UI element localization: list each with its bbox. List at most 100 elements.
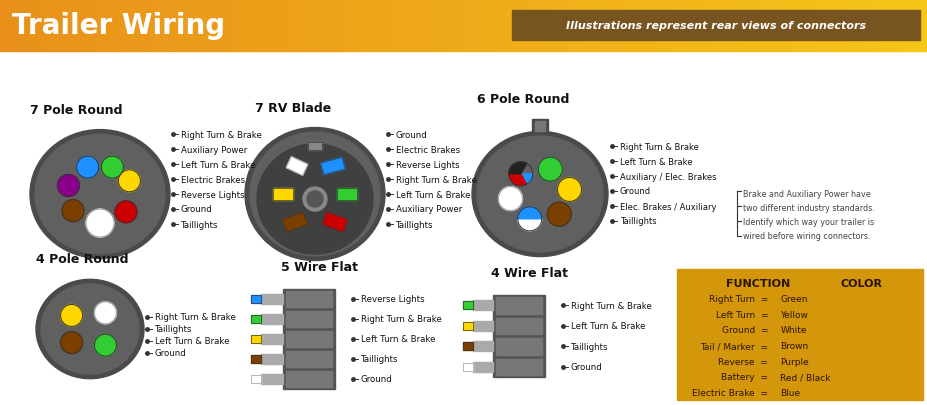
Text: Taillights: Taillights <box>619 217 656 226</box>
Bar <box>286 291 332 307</box>
Text: 4 Pole Round: 4 Pole Round <box>36 253 128 266</box>
Bar <box>544 0 547 52</box>
Bar <box>463 342 473 350</box>
Bar <box>463 322 473 330</box>
Bar <box>921 0 924 52</box>
Bar <box>250 335 260 343</box>
Bar <box>556 0 559 52</box>
Text: Taillights: Taillights <box>155 325 192 334</box>
Circle shape <box>95 302 116 324</box>
Bar <box>213 0 216 52</box>
Circle shape <box>119 171 140 192</box>
Text: Left Turn & Brake: Left Turn & Brake <box>619 157 692 166</box>
Bar <box>173 0 176 52</box>
Text: 4 Wire Flat: 4 Wire Flat <box>490 266 567 279</box>
Bar <box>377 0 380 52</box>
Bar <box>658 0 661 52</box>
Bar <box>806 0 809 52</box>
Bar <box>535 122 544 132</box>
Bar <box>269 0 272 52</box>
Text: Taillights: Taillights <box>396 220 433 229</box>
Bar <box>600 0 603 52</box>
Bar <box>210 0 213 52</box>
Bar <box>321 158 345 175</box>
Bar <box>282 213 307 232</box>
Bar <box>683 0 686 52</box>
Text: Blue: Blue <box>780 388 800 397</box>
Bar <box>346 0 349 52</box>
Bar <box>473 301 492 311</box>
Wedge shape <box>517 219 541 231</box>
Text: Illustrations represent rear views of connectors: Illustrations represent rear views of co… <box>565 21 865 31</box>
Bar <box>324 0 327 52</box>
Bar <box>71 0 74 52</box>
Bar <box>426 0 429 52</box>
Bar <box>65 0 68 52</box>
Bar <box>911 0 915 52</box>
Bar <box>908 0 911 52</box>
Ellipse shape <box>472 132 607 257</box>
Bar <box>158 0 160 52</box>
Bar <box>637 0 640 52</box>
Bar <box>321 158 345 175</box>
Bar <box>624 0 628 52</box>
Bar <box>510 0 513 52</box>
Bar <box>253 0 257 52</box>
Text: 7 Pole Round: 7 Pole Round <box>30 103 122 116</box>
Bar <box>457 0 461 52</box>
Bar <box>902 0 906 52</box>
Bar <box>260 314 283 324</box>
Ellipse shape <box>36 279 144 379</box>
Bar <box>299 0 303 52</box>
Bar <box>828 0 832 52</box>
Bar <box>286 311 332 327</box>
Bar <box>433 0 436 52</box>
Bar <box>726 0 730 52</box>
Bar <box>429 0 433 52</box>
Bar <box>646 0 649 52</box>
Bar <box>844 0 846 52</box>
Bar <box>495 358 541 375</box>
Bar <box>757 0 760 52</box>
Bar <box>192 0 195 52</box>
Bar <box>90 0 93 52</box>
Bar <box>286 351 332 367</box>
Bar <box>396 0 399 52</box>
Bar <box>195 0 197 52</box>
Bar <box>531 0 535 52</box>
Bar <box>102 0 105 52</box>
Bar <box>164 0 167 52</box>
Bar <box>287 0 290 52</box>
Bar <box>315 0 318 52</box>
Bar <box>201 0 204 52</box>
Bar <box>473 341 492 352</box>
Bar <box>286 158 308 176</box>
Bar <box>260 354 283 364</box>
Bar <box>383 0 387 52</box>
Bar <box>655 0 658 52</box>
Bar <box>401 0 405 52</box>
Bar <box>711 0 714 52</box>
Bar <box>114 0 118 52</box>
Bar <box>878 0 881 52</box>
Bar <box>794 0 797 52</box>
Bar <box>463 322 473 330</box>
Bar <box>37 0 40 52</box>
Bar <box>581 0 584 52</box>
Text: Left Turn & Brake: Left Turn & Brake <box>155 337 229 345</box>
Bar <box>142 0 146 52</box>
Bar <box>40 0 44 52</box>
Text: Right Turn & Brake: Right Turn & Brake <box>619 142 698 151</box>
Bar <box>46 0 49 52</box>
Bar <box>322 213 348 232</box>
Bar <box>235 0 238 52</box>
Text: 7 RV Blade: 7 RV Blade <box>255 101 331 114</box>
Bar <box>111 0 114 52</box>
Bar <box>34 0 37 52</box>
Bar <box>507 0 510 52</box>
Bar <box>44 0 46 52</box>
Bar <box>893 0 896 52</box>
Bar <box>417 0 420 52</box>
Text: Auxiliary Power: Auxiliary Power <box>181 145 247 154</box>
Text: 6 Pole Round: 6 Pole Round <box>476 93 569 106</box>
